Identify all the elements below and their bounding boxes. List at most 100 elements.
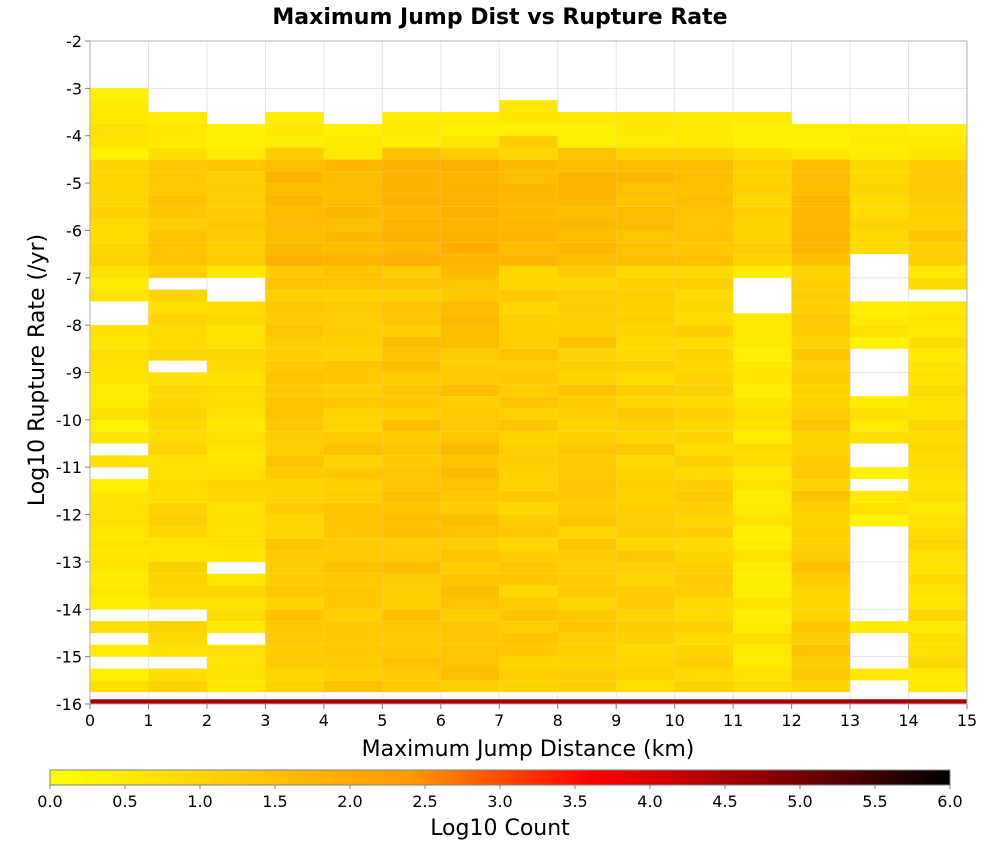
heatmap-cell xyxy=(90,384,149,397)
heatmap-cell xyxy=(148,218,207,231)
heatmap-cell xyxy=(440,147,500,160)
heatmap-cell xyxy=(499,384,558,397)
heatmap-cell xyxy=(908,183,967,195)
heatmap-cell xyxy=(733,455,792,468)
heatmap-cell xyxy=(323,455,383,468)
heatmap-cell xyxy=(265,526,324,539)
heatmap-cell xyxy=(323,443,383,456)
heatmap-cell xyxy=(323,502,383,515)
heatmap-cell xyxy=(733,668,792,681)
heatmap-cell xyxy=(265,408,324,420)
heatmap-cell xyxy=(674,419,734,432)
heatmap-cell xyxy=(323,254,383,266)
heatmap-cell xyxy=(791,632,851,645)
heatmap-cell xyxy=(382,526,441,539)
heatmap-cell xyxy=(733,585,792,598)
heatmap-cell xyxy=(499,668,558,681)
heatmap-cell xyxy=(733,194,792,207)
heatmap-cell xyxy=(733,254,792,266)
heatmap-cell xyxy=(674,159,734,172)
heatmap-cell xyxy=(616,147,675,160)
heatmap-cell xyxy=(382,455,441,468)
x-tick-label: 4 xyxy=(319,711,329,730)
heatmap-cell xyxy=(674,490,734,503)
heatmap-cell xyxy=(90,254,149,266)
heatmap-cell xyxy=(674,668,734,681)
heatmap-cell xyxy=(908,644,967,657)
heatmap-cell xyxy=(323,550,383,562)
heatmap-cell xyxy=(791,265,851,278)
heatmap-cell xyxy=(206,218,266,231)
x-tick-label: 8 xyxy=(553,711,563,730)
heatmap-cell xyxy=(265,206,324,219)
x-tick-label: 11 xyxy=(723,711,743,730)
heatmap-cell xyxy=(908,301,967,314)
heatmap-cell xyxy=(265,159,324,172)
heatmap-cell xyxy=(791,502,851,515)
heatmap-cell xyxy=(148,597,207,610)
heatmap-cell xyxy=(791,348,851,361)
heatmap-cell xyxy=(850,159,909,172)
heatmap-cell xyxy=(206,621,266,633)
heatmap-cell xyxy=(440,656,500,669)
heatmap-cell xyxy=(206,348,266,361)
heatmap-cell xyxy=(90,135,149,148)
colorbar-label: Log10 Count xyxy=(430,816,570,841)
heatmap-cell xyxy=(265,455,324,468)
heatmap-cell xyxy=(382,325,441,337)
heatmap-cell xyxy=(557,159,617,172)
heatmap-cell xyxy=(499,538,558,551)
heatmap-cell xyxy=(674,585,734,598)
heatmap-cell xyxy=(323,656,383,669)
colorbar-tick-label: 2.0 xyxy=(337,792,362,811)
heatmap-cell xyxy=(206,585,266,598)
heatmap-cell xyxy=(323,561,383,574)
heatmap-cell xyxy=(90,348,149,361)
heatmap-cell xyxy=(206,656,266,669)
heatmap-cell xyxy=(148,621,207,633)
heatmap-cell xyxy=(499,348,558,361)
heatmap-cell xyxy=(733,680,792,693)
heatmap-cell xyxy=(674,289,734,302)
heatmap-cell xyxy=(499,621,558,633)
heatmap-cell xyxy=(733,360,792,373)
heatmap-cell xyxy=(674,573,734,586)
heatmap-cell xyxy=(908,230,967,243)
heatmap-cell xyxy=(733,147,792,160)
heatmap-cell xyxy=(148,668,207,681)
heatmap-cell xyxy=(382,467,441,480)
heatmap-cell xyxy=(557,325,617,337)
heatmap-cell xyxy=(674,384,734,397)
heatmap-cell xyxy=(557,313,617,326)
heatmap-cell xyxy=(382,194,441,207)
heatmap-cell xyxy=(90,561,149,574)
heatmap-cell xyxy=(499,597,558,610)
heatmap-cell xyxy=(616,194,675,207)
heatmap-cell xyxy=(791,313,851,326)
heatmap-cell xyxy=(499,336,558,349)
x-tick-label: 1 xyxy=(143,711,153,730)
heatmap-cell xyxy=(908,206,967,219)
heatmap-cell xyxy=(616,313,675,326)
heatmap-cell xyxy=(499,443,558,456)
heatmap-cell xyxy=(557,218,617,231)
heatmap-cell xyxy=(674,372,734,385)
heatmap-cell xyxy=(791,550,851,562)
heatmap-cell xyxy=(265,502,324,515)
heatmap-cell xyxy=(323,171,383,184)
heatmap-cell xyxy=(440,171,500,184)
heatmap-cell xyxy=(616,597,675,610)
heatmap-cell xyxy=(850,514,909,527)
heatmap-cell xyxy=(382,609,441,622)
heatmap-cell xyxy=(90,360,149,373)
heatmap-cell xyxy=(323,585,383,598)
heatmap-cell xyxy=(382,230,441,243)
heatmap-cell xyxy=(148,301,207,314)
heatmap-cell xyxy=(440,242,500,255)
y-tick-label: -14 xyxy=(56,600,82,619)
heatmap-cell xyxy=(616,123,675,136)
heatmap-cell xyxy=(440,621,500,633)
heatmap-cell xyxy=(557,242,617,255)
heatmap-cell xyxy=(382,632,441,645)
heatmap-cell xyxy=(791,325,851,337)
